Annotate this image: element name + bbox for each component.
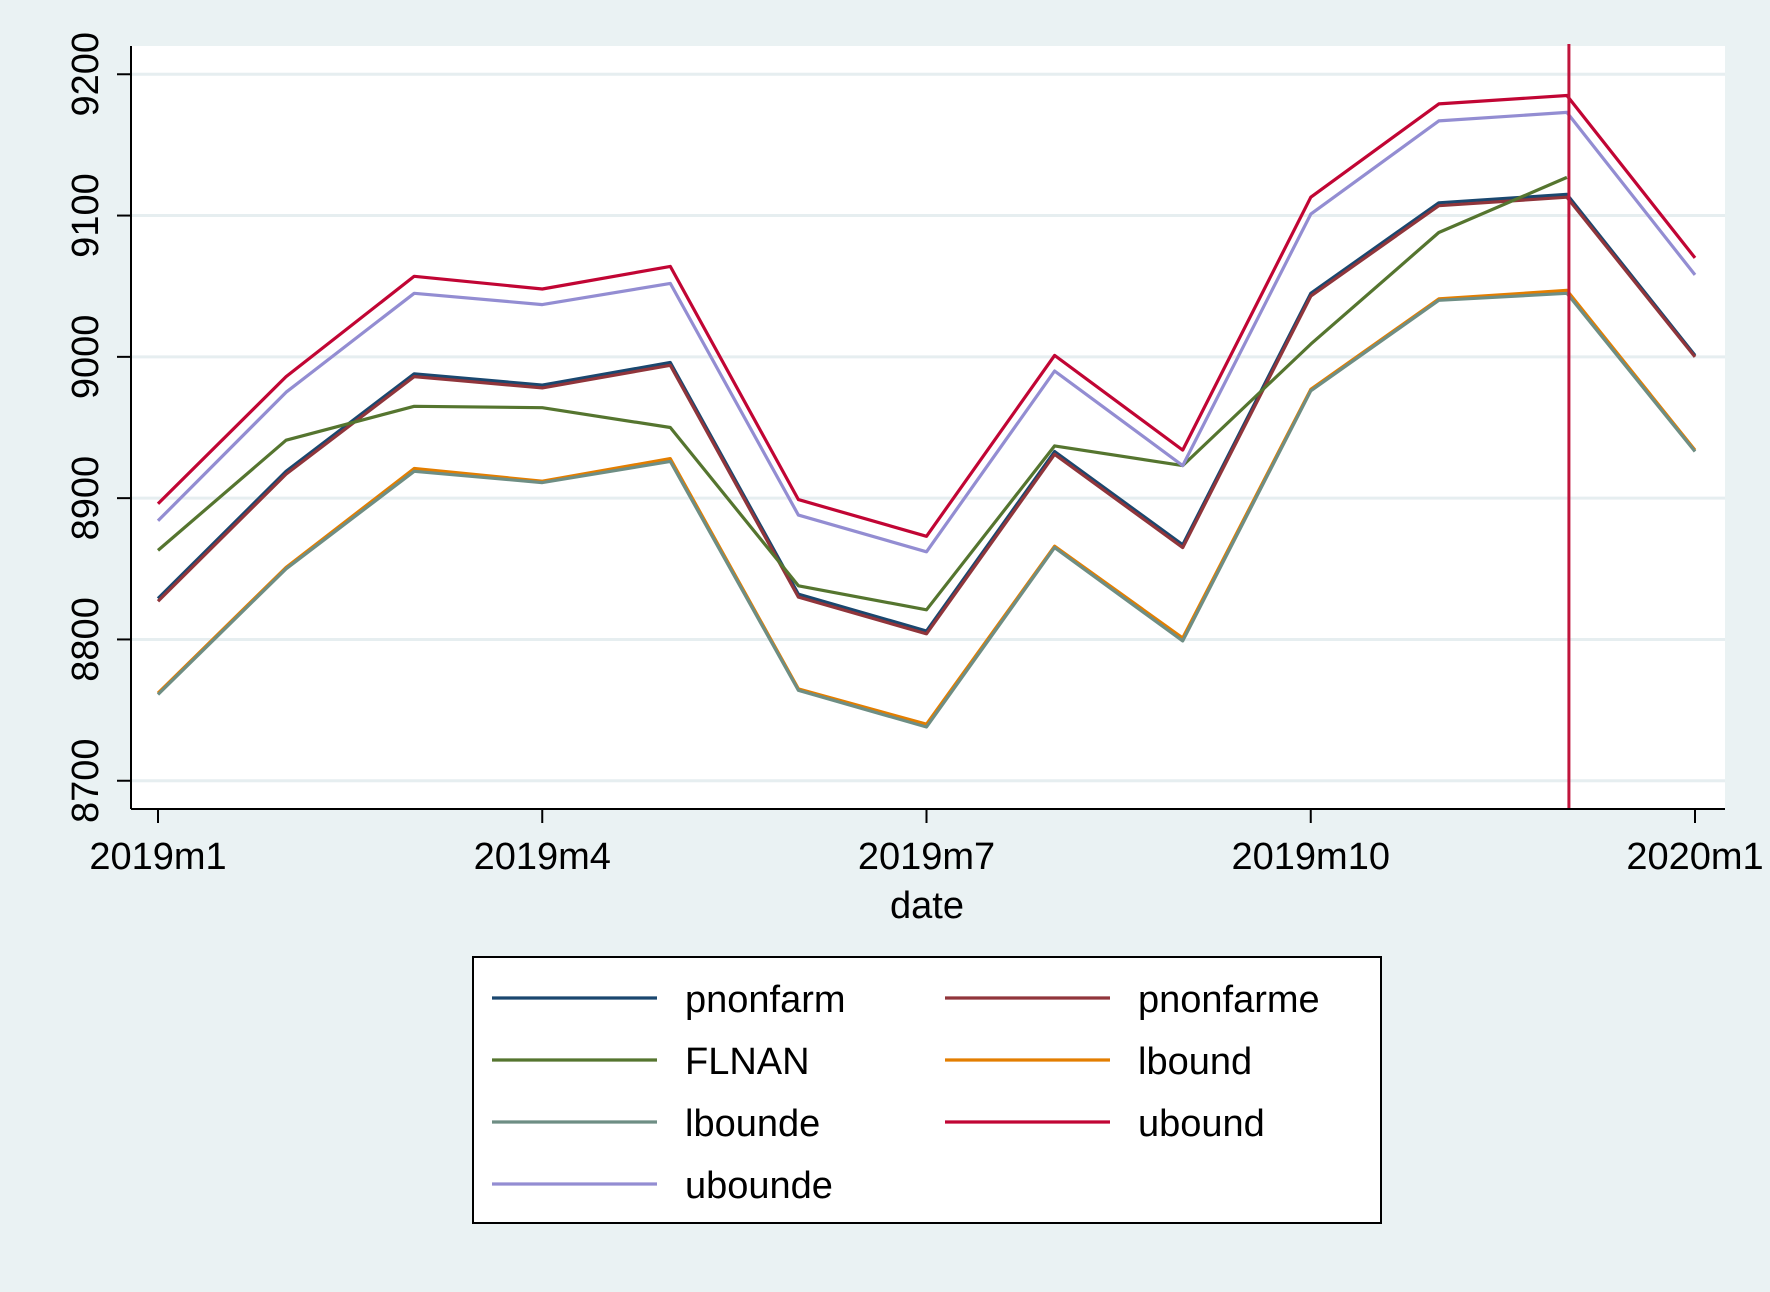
x-axis-title: date (890, 885, 964, 927)
legend-label-ubounde: ubounde (685, 1165, 833, 1207)
x-tick-label: 2019m1 (89, 836, 226, 878)
y-tick-label: 9000 (65, 315, 107, 400)
gridlines (131, 72, 1725, 783)
series-lines (156, 93, 1697, 729)
series-line-ubound (156, 93, 1697, 538)
y-tick-label: 9200 (65, 32, 107, 117)
series-line-ubounde (156, 110, 1697, 554)
y-tick-label: 8700 (65, 738, 107, 823)
x-tick-label: 2019m10 (1232, 836, 1390, 878)
x-ticks: 2019m1 2019m4 2019m7 2019m10 2020m1 (89, 809, 1764, 878)
series-line-lbounde (156, 291, 1697, 729)
y-tick-label: 8800 (65, 597, 107, 682)
legend-label-ubound: ubound (1138, 1103, 1265, 1145)
y-ticks: 8700 8800 8900 9000 9100 9200 (65, 32, 131, 823)
legend-label-pnonfarme: pnonfarme (1138, 979, 1320, 1021)
y-tick-label: 8900 (65, 456, 107, 541)
x-tick-label: 2019m7 (858, 836, 995, 878)
series-line-pnonfarme (156, 195, 1697, 636)
legend-box (472, 956, 1382, 1224)
series-line-flnan (156, 175, 1568, 612)
axes (130, 46, 1725, 810)
legend-label-lbounde: lbounde (685, 1103, 820, 1145)
x-tick-label: 2019m4 (474, 836, 611, 878)
y-tick-label: 9100 (65, 173, 107, 258)
series-line-pnonfarm (156, 192, 1697, 633)
legend-label-pnonfarm: pnonfarm (685, 979, 846, 1021)
legend-label-flnan: FLNAN (685, 1041, 810, 1083)
plot-area (131, 46, 1725, 809)
legend: pnonfarm pnonfarme FLNAN lbound lbounde uboun… (472, 956, 1382, 1224)
legend-label-lbound: lbound (1138, 1041, 1252, 1083)
x-tick-label: 2020m1 (1626, 836, 1763, 878)
